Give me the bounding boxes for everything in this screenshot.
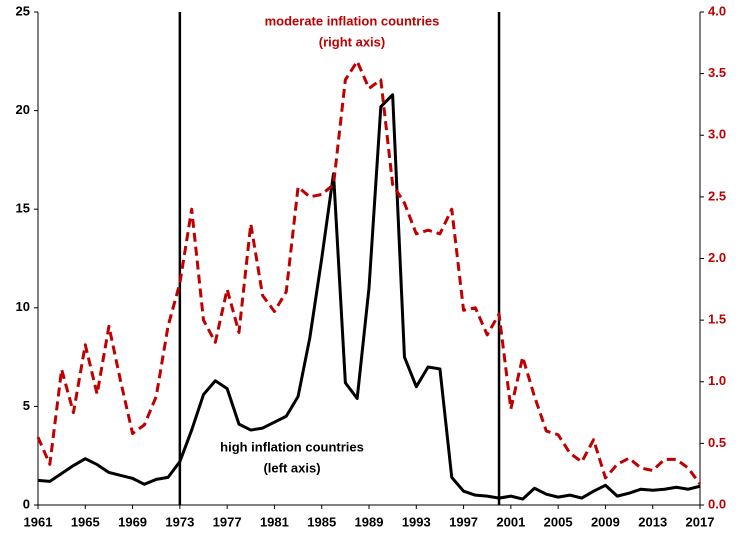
y2-tick-label: 2.5 bbox=[708, 188, 726, 203]
y-tick-label: 5 bbox=[23, 398, 30, 413]
y-tick-label: 15 bbox=[16, 201, 30, 216]
series-line bbox=[36, 59, 702, 485]
y2-tick-label: 4.0 bbox=[708, 3, 726, 18]
x-tick-label: 1961 bbox=[24, 514, 53, 529]
y2-tick-label: 1.5 bbox=[708, 312, 726, 327]
x-tick-label: 1985 bbox=[307, 514, 336, 529]
y2-tick-label: 3.0 bbox=[708, 127, 726, 142]
x-tick-label: 1981 bbox=[260, 514, 289, 529]
x-tick-label: 2013 bbox=[638, 514, 667, 529]
y-tick-label: 0 bbox=[23, 496, 30, 511]
x-tick-label: 1973 bbox=[165, 514, 194, 529]
y2-tick-label: 0.0 bbox=[708, 496, 726, 511]
x-tick-label: 1997 bbox=[449, 514, 478, 529]
annotation: moderate inflation countries bbox=[265, 13, 440, 28]
x-tick-label: 2017 bbox=[686, 514, 715, 529]
series-line bbox=[37, 93, 701, 501]
x-tick-label: 2009 bbox=[591, 514, 620, 529]
x-tick-label: 2001 bbox=[496, 514, 525, 529]
annotation: (left axis) bbox=[263, 460, 320, 475]
y-tick-label: 20 bbox=[16, 102, 30, 117]
x-tick-label: 1965 bbox=[71, 514, 100, 529]
x-tick-label: 1969 bbox=[118, 514, 147, 529]
x-tick-label: 1993 bbox=[402, 514, 431, 529]
y-tick-label: 10 bbox=[16, 299, 30, 314]
x-tick-label: 1989 bbox=[355, 514, 384, 529]
annotation: (right axis) bbox=[319, 34, 385, 49]
y2-tick-label: 0.5 bbox=[708, 435, 726, 450]
x-tick-label: 2005 bbox=[544, 514, 573, 529]
y-tick-label: 25 bbox=[16, 3, 30, 18]
y2-tick-label: 1.0 bbox=[708, 373, 726, 388]
y2-tick-label: 2.0 bbox=[708, 250, 726, 265]
annotation: high inflation countries bbox=[220, 439, 364, 454]
x-tick-label: 1977 bbox=[213, 514, 242, 529]
y2-tick-label: 3.5 bbox=[708, 65, 726, 80]
